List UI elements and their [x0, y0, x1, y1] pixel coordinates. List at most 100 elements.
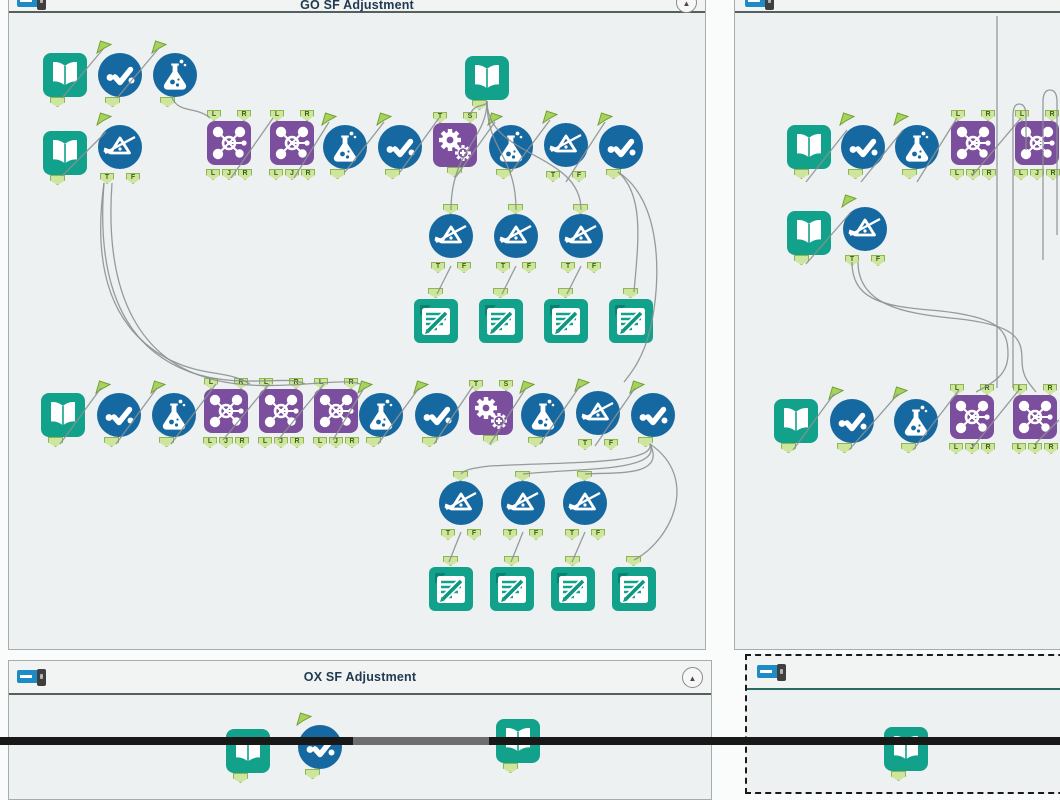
tool-formula[interactable]	[519, 380, 566, 447]
tool-input-data[interactable]	[786, 210, 832, 265]
tool-output-data[interactable]	[550, 556, 596, 612]
connection-anchor	[794, 255, 809, 265]
container-anchor-icon[interactable]	[17, 0, 49, 10]
incoming-connection-flag-icon	[629, 380, 645, 394]
tool-select[interactable]	[839, 112, 886, 179]
container-anchor-icon[interactable]	[745, 0, 777, 10]
incoming-connection-flag-icon	[357, 380, 373, 394]
container-header[interactable]	[747, 656, 1060, 690]
connection-anchor	[504, 556, 519, 566]
horizontal-scrollbar-track[interactable]	[0, 737, 1060, 745]
incoming-connection-flag-icon	[321, 112, 337, 126]
tool-select[interactable]	[95, 380, 142, 447]
tool-input-data[interactable]	[464, 55, 510, 110]
container-anchor-icon[interactable]	[757, 664, 789, 681]
tool-input-data[interactable]	[883, 726, 929, 781]
tool-output-data[interactable]	[428, 556, 474, 612]
tool-formula[interactable]	[357, 380, 404, 447]
anchor-F: F	[522, 262, 536, 273]
tool-formula[interactable]	[893, 112, 940, 179]
anchor-T: T	[496, 262, 510, 273]
tool-input-data[interactable]	[42, 130, 88, 185]
tool-output-data[interactable]	[489, 556, 535, 612]
anchor-L: L	[270, 110, 284, 121]
connection-anchor	[48, 437, 63, 447]
tool-output-data[interactable]	[543, 288, 589, 344]
tool-input-data[interactable]	[786, 124, 832, 179]
incoming-connection-flag-icon	[487, 112, 503, 126]
anchor-T: T	[100, 173, 114, 184]
anchor-T: T	[561, 262, 575, 273]
connection-anchor	[366, 437, 381, 447]
tool-output-data[interactable]	[478, 288, 524, 344]
connection-anchor	[105, 97, 120, 107]
tool-input-data[interactable]	[42, 52, 88, 107]
anchor-L: L	[313, 437, 327, 448]
tool-formula[interactable]	[150, 380, 197, 447]
container-title: OX SF Adjustment	[303, 670, 417, 684]
anchor-J: J	[1030, 169, 1044, 180]
connection-anchor	[160, 97, 175, 107]
anchor-R: R	[301, 169, 315, 180]
anchor-L: L	[258, 437, 272, 448]
anchor-F: F	[457, 262, 471, 273]
tool-output-data[interactable]	[413, 288, 459, 344]
anchor-T: T	[469, 380, 483, 391]
tool-input-data[interactable]	[773, 398, 819, 453]
tool-formula[interactable]	[892, 386, 939, 453]
container-header[interactable]: OX SF Adjustment ▲	[9, 661, 711, 695]
tool-output-data[interactable]	[611, 556, 657, 612]
tool-select[interactable]	[376, 112, 423, 179]
tool-formula[interactable]	[321, 112, 368, 179]
connection-anchor	[901, 443, 916, 453]
container-header[interactable]	[735, 0, 1060, 13]
anchor-L: L	[203, 437, 217, 448]
incoming-connection-flag-icon	[597, 112, 613, 126]
anchor-L: L	[1012, 443, 1026, 454]
collapse-button[interactable]: ▲	[682, 667, 703, 688]
tool-formula[interactable]	[487, 112, 534, 179]
tool-formula[interactable]	[151, 40, 198, 107]
anchor-J: J	[329, 437, 343, 448]
anchor-T: T	[845, 255, 859, 266]
horizontal-scrollbar-thumb[interactable]	[353, 737, 489, 745]
tool-output-data[interactable]	[608, 288, 654, 344]
container-anchor-icon[interactable]	[17, 669, 49, 686]
container-header[interactable]: GO SF Adjustment ▲	[9, 0, 705, 13]
tool-select[interactable]	[597, 112, 644, 179]
anchor-T: T	[441, 529, 455, 540]
tool-select[interactable]	[296, 712, 343, 779]
tool-select[interactable]	[828, 386, 875, 453]
anchor-T: T	[578, 439, 592, 450]
tool-input-data[interactable]	[40, 392, 86, 447]
anchor-F: F	[529, 529, 543, 540]
tool-select[interactable]	[96, 40, 143, 107]
connection-anchor	[626, 556, 641, 566]
tool-select[interactable]	[629, 380, 676, 447]
tool-input-data[interactable]	[225, 728, 271, 783]
tool-select[interactable]	[413, 380, 460, 447]
anchor-F: F	[572, 171, 586, 182]
